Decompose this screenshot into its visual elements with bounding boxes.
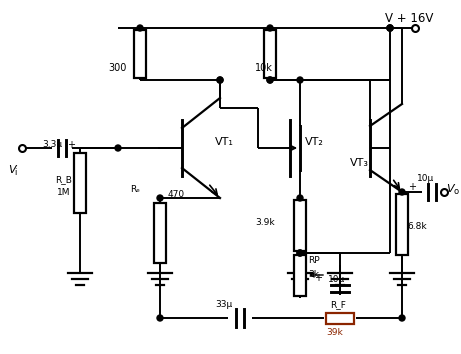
Text: +: + <box>67 140 75 150</box>
Circle shape <box>267 77 273 83</box>
Bar <box>154 203 166 263</box>
Text: 10k: 10k <box>255 63 273 73</box>
Text: V: V <box>8 165 16 175</box>
Bar <box>294 200 306 251</box>
Text: +: + <box>314 273 322 283</box>
Circle shape <box>297 77 303 83</box>
Text: 10μ: 10μ <box>417 174 434 183</box>
Text: 1M: 1M <box>57 188 71 197</box>
Circle shape <box>157 315 163 321</box>
Text: VT₂: VT₂ <box>305 137 324 147</box>
Text: o: o <box>453 187 458 196</box>
Circle shape <box>387 25 393 31</box>
Circle shape <box>399 189 405 195</box>
Text: VT₃: VT₃ <box>350 158 369 168</box>
Text: 39k: 39k <box>326 328 343 337</box>
Circle shape <box>157 195 163 201</box>
Bar <box>264 30 276 78</box>
Text: V + 16V: V + 16V <box>385 12 433 25</box>
Text: 3k: 3k <box>308 270 319 279</box>
Text: 300: 300 <box>108 63 126 73</box>
Text: RP: RP <box>308 256 319 265</box>
Circle shape <box>387 25 393 31</box>
Circle shape <box>399 315 405 321</box>
Text: 3.9k: 3.9k <box>255 218 275 227</box>
Bar <box>396 194 408 255</box>
Circle shape <box>297 250 303 256</box>
Bar <box>134 30 146 78</box>
Circle shape <box>297 250 303 256</box>
Circle shape <box>115 145 121 151</box>
Text: 6.8k: 6.8k <box>407 222 426 231</box>
Bar <box>74 153 86 213</box>
Text: i: i <box>14 168 17 177</box>
Circle shape <box>297 195 303 201</box>
Text: R_F: R_F <box>330 300 346 309</box>
Text: 3.3μ: 3.3μ <box>42 140 62 149</box>
Bar <box>294 255 306 296</box>
Circle shape <box>217 77 223 83</box>
Circle shape <box>267 77 273 83</box>
Text: 10μ: 10μ <box>328 275 345 284</box>
Circle shape <box>137 25 143 31</box>
Text: +: + <box>408 182 416 192</box>
Circle shape <box>217 77 223 83</box>
Circle shape <box>387 25 393 31</box>
Text: 470: 470 <box>168 190 185 199</box>
Text: V: V <box>446 184 454 194</box>
Text: 33μ: 33μ <box>215 300 232 309</box>
Circle shape <box>267 25 273 31</box>
Text: Rₑ: Rₑ <box>130 185 140 194</box>
Text: VT₁: VT₁ <box>215 137 234 147</box>
Text: R_B: R_B <box>55 175 72 184</box>
Bar <box>326 313 354 324</box>
